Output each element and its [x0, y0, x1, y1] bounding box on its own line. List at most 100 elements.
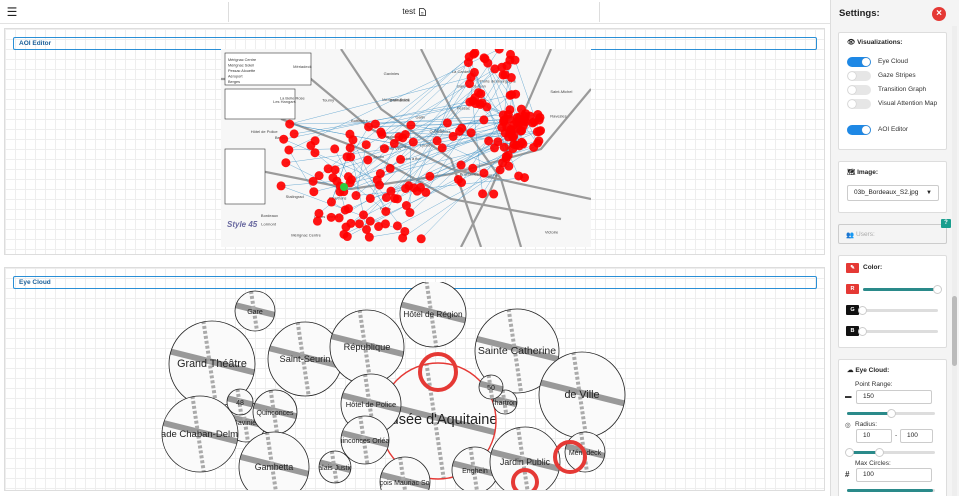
map-station-label: Porte de Bourgogne [480, 79, 517, 84]
fixation-point [505, 105, 515, 115]
map-station-label: Mairie [390, 97, 402, 102]
fixation-point [374, 222, 384, 232]
fixation-point [516, 104, 526, 114]
edit-document-icon[interactable] [418, 7, 426, 16]
map-station-label: Lycée [420, 143, 431, 148]
fixation-point [520, 173, 530, 183]
radius-max-input[interactable]: 100 [900, 429, 933, 443]
sidebar-scrollbar[interactable] [952, 26, 957, 496]
visual-attention-map-toggle[interactable] [847, 99, 871, 109]
eye-cloud-canvas[interactable]: Gare Saint-Seurin Grand Théâtre République H… [5, 282, 825, 491]
transition-line [381, 56, 470, 135]
fixation-point [479, 168, 489, 178]
fixation-point [377, 129, 387, 139]
fixation-point [421, 187, 431, 197]
fixation-point [479, 115, 489, 125]
map-station-label: Stalingrad [286, 194, 304, 199]
transition-line [289, 77, 472, 125]
eye-cloud-toggle[interactable] [847, 57, 871, 67]
cloud-metro-line [424, 363, 446, 479]
cloud-metro-line [162, 419, 238, 445]
color-picker-icon[interactable]: ✎ [846, 263, 859, 273]
max-circles-slider[interactable] [847, 489, 935, 492]
cloud-label: Jardin Public [500, 457, 551, 467]
max-circles-input[interactable]: 100 [856, 468, 932, 482]
radius-slider[interactable] [845, 448, 935, 457]
hamburger-menu-icon[interactable]: ☰ [6, 5, 18, 19]
image-select[interactable]: 03b_Bordeaux_S2.jpg ▼ [847, 185, 939, 201]
close-settings-button[interactable]: × [932, 7, 946, 21]
cloud-circle-outline [399, 282, 467, 348]
inset-text: Aéroport [228, 75, 244, 79]
users-icon: 👥 [846, 232, 855, 239]
gaze-stripes-toggle-label: Gaze Stripes [878, 72, 916, 79]
cloud-content: République [330, 310, 404, 384]
map-station-label: Buttinière [351, 118, 369, 123]
fixation-point [334, 213, 344, 223]
transition-line [385, 72, 475, 212]
fixation-point [330, 144, 340, 154]
point-range-slider[interactable] [847, 409, 935, 418]
green-slider[interactable] [858, 306, 938, 315]
cloud-content: Saint-Seurin [268, 322, 342, 396]
image-heading: 🗺 Image: [847, 168, 878, 176]
sidebar-scrollbar-thumb[interactable] [952, 296, 957, 366]
green-slider-knob[interactable] [858, 306, 867, 315]
fixation-point [432, 136, 442, 146]
cloud-label: Palais Justice [314, 465, 357, 472]
fixation-point [348, 135, 358, 145]
cloud-label: Musée d'Aquitaine [379, 412, 498, 428]
settings-sidebar: Settings: × 👁 Visualizations: Eye Cloud … [830, 0, 959, 496]
cloud-label: Gare [247, 309, 263, 316]
toggle-row-transition-graph[interactable]: Transition Graph [847, 85, 947, 95]
blue-slider[interactable] [858, 327, 938, 336]
document-title-area: test [228, 2, 600, 22]
toggle-row-aoi-editor[interactable]: AOI Editor [847, 125, 947, 135]
fixation-point [502, 122, 512, 132]
point-range-slider-knob[interactable] [887, 409, 896, 418]
cloud-content: Gare [235, 291, 275, 331]
document-title[interactable]: test [402, 7, 416, 16]
toggle-row-eye-cloud[interactable]: Eye Cloud [847, 57, 947, 67]
map-legend-logo: Style 45 [227, 220, 258, 229]
help-button[interactable]: ? [941, 219, 951, 228]
aoi-map-image[interactable]: Mérignac Centre Mérignac Soleil Pessac Alo… [221, 44, 592, 248]
cloud-metro-line [268, 390, 280, 434]
fixation-point [482, 102, 492, 112]
map-station-label: Hôtel de Police [251, 129, 279, 134]
radius-slider-min-knob[interactable] [845, 448, 854, 457]
users-field[interactable]: 👥 Users: [838, 224, 947, 244]
fixation-point [346, 175, 356, 185]
fixation-point [457, 178, 467, 188]
users-placeholder: Users: [856, 231, 875, 238]
fixation-point [409, 183, 419, 193]
toggle-row-visual-attention-map[interactable]: Visual Attention Map [847, 99, 947, 117]
cloud-metro-line [490, 448, 560, 472]
transition-line [288, 149, 315, 192]
transition-line [425, 60, 511, 193]
toggle-row-gaze-stripes[interactable]: Gaze Stripes [847, 71, 947, 81]
cloud-metro-line [190, 396, 206, 472]
transition-graph-toggle[interactable] [847, 85, 871, 95]
cloud-content: Quinconces [253, 390, 297, 434]
red-slider[interactable] [863, 285, 942, 294]
transition-line [484, 58, 504, 115]
fixation-point [394, 132, 404, 142]
cloud-icon: ☁ [847, 367, 854, 374]
point-range-input[interactable]: 150 [856, 390, 932, 404]
transition-line [349, 122, 448, 184]
aoi-editor-toggle[interactable] [847, 125, 871, 135]
gaze-stripes-toggle[interactable] [847, 71, 871, 81]
red-slider-knob[interactable] [933, 285, 942, 294]
cloud-label: Grand Théâtre [177, 358, 247, 370]
radius-slider-max-knob[interactable] [875, 448, 884, 457]
radius-separator: - [895, 432, 898, 439]
fixation-point [466, 128, 476, 138]
blue-slider-knob[interactable] [858, 327, 867, 336]
inset-text: Mérignac Soleil [228, 64, 254, 68]
fixation-point [416, 234, 426, 244]
radius-min-input[interactable]: 10 [856, 429, 892, 443]
cloud-circle-group: 48 [226, 388, 254, 416]
cloud-label: Quinconces Orléans [333, 438, 397, 445]
